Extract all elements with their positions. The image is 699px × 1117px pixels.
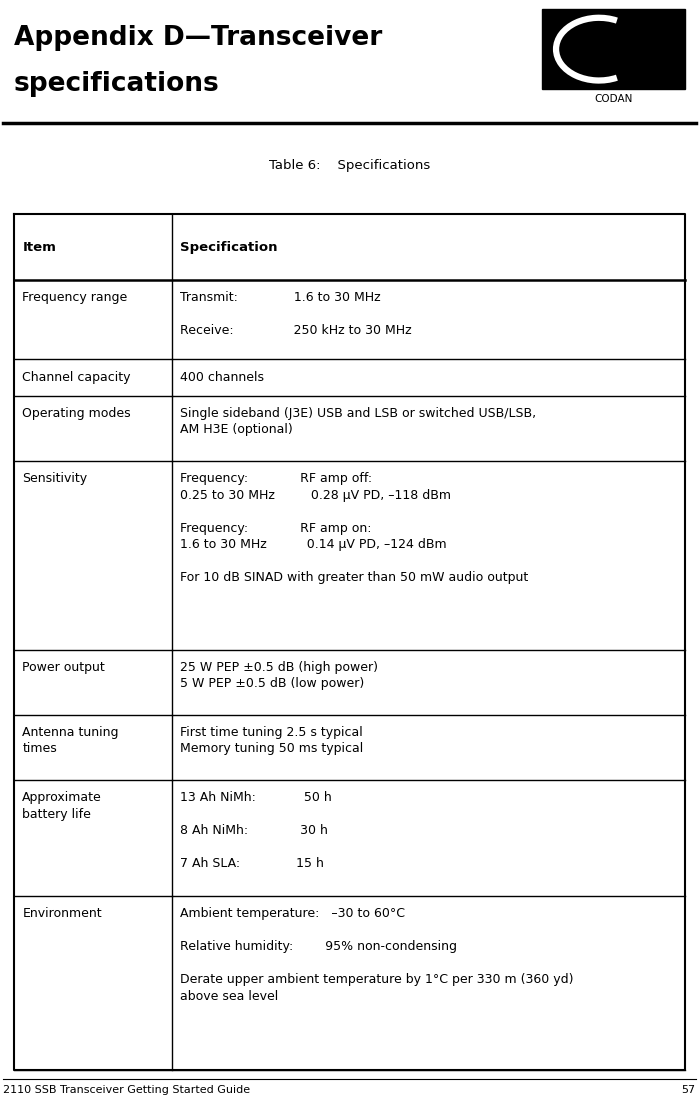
Text: 400 channels: 400 channels — [180, 371, 264, 383]
Text: Single sideband (J3E) USB and LSB or switched USB/LSB,
AM H3E (optional): Single sideband (J3E) USB and LSB or swi… — [180, 407, 536, 437]
Text: Ambient temperature:   –30 to 60°C

Relative humidity:        95% non-condensing: Ambient temperature: –30 to 60°C Relativ… — [180, 907, 574, 1003]
Text: CODAN: CODAN — [594, 94, 633, 104]
Text: Specification: Specification — [180, 240, 278, 254]
Text: Transmit:              1.6 to 30 MHz

Receive:               250 kHz to 30 MHz: Transmit: 1.6 to 30 MHz Receive: 250 kHz… — [180, 290, 412, 337]
Text: Frequency:             RF amp off:
0.25 to 30 MHz         0.28 µV PD, –118 dBm

: Frequency: RF amp off: 0.25 to 30 MHz 0.… — [180, 472, 528, 584]
Text: Operating modes: Operating modes — [22, 407, 131, 420]
Text: Item: Item — [22, 240, 56, 254]
Text: 13 Ah NiMh:            50 h

8 Ah NiMh:             30 h

7 Ah SLA:             : 13 Ah NiMh: 50 h 8 Ah NiMh: 30 h 7 Ah SL… — [180, 791, 332, 870]
FancyBboxPatch shape — [542, 9, 685, 89]
Text: Power output: Power output — [22, 660, 105, 674]
Text: Frequency range: Frequency range — [22, 290, 128, 304]
Text: specifications: specifications — [14, 71, 219, 97]
Text: Table 6:    Specifications: Table 6: Specifications — [269, 159, 430, 172]
Text: Appendix D—Transceiver: Appendix D—Transceiver — [14, 25, 382, 50]
Text: First time tuning 2.5 s typical
Memory tuning 50 ms typical: First time tuning 2.5 s typical Memory t… — [180, 726, 363, 755]
Text: Approximate
battery life: Approximate battery life — [22, 791, 102, 821]
Text: 2110 SSB Transceiver Getting Started Guide: 2110 SSB Transceiver Getting Started Gui… — [3, 1085, 251, 1095]
Text: Antenna tuning
times: Antenna tuning times — [22, 726, 119, 755]
Text: Channel capacity: Channel capacity — [22, 371, 131, 383]
Text: 25 W PEP ±0.5 dB (high power)
5 W PEP ±0.5 dB (low power): 25 W PEP ±0.5 dB (high power) 5 W PEP ±0… — [180, 660, 378, 690]
Text: Sensitivity: Sensitivity — [22, 472, 87, 485]
Text: Environment: Environment — [22, 907, 102, 920]
Text: 57: 57 — [682, 1085, 696, 1095]
